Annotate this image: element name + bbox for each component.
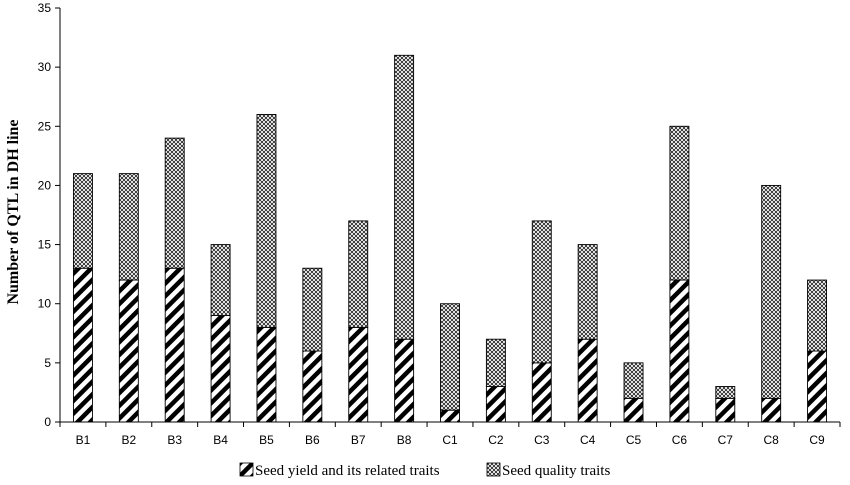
bar-b7-series-2 [348,220,369,328]
x-tick-label-c6: C6 [672,433,688,447]
bar-b1-series-1 [72,267,93,423]
bar-c9-series-2 [807,279,828,352]
x-tick-label-b6: B6 [305,433,320,447]
y-tick-label: 25 [38,119,52,133]
bar-c5-series-1 [623,397,644,423]
bar-c9-series-1 [807,350,828,423]
bar-c3-series-2 [531,220,552,364]
bar-b5-series-2 [256,114,277,328]
x-tick-label-c7: C7 [718,433,734,447]
y-tick-label: 5 [44,356,51,370]
legend-swatch-seed-quality [486,462,501,477]
bar-b3-series-1 [164,267,185,423]
x-tick-label-c9: C9 [809,433,825,447]
bar-c2-series-1 [485,386,506,423]
bar-c4-series-1 [577,338,598,423]
bars-group [72,54,828,423]
y-tick-label: 0 [44,415,51,429]
legend: Seed yield and its related traits Seed q… [239,462,610,479]
y-tick-label: 15 [38,238,52,252]
x-tick-label-b2: B2 [121,433,136,447]
bar-c1-series-2 [440,303,460,411]
bar-c8-series-1 [761,397,782,423]
bar-b3-series-2 [164,137,185,269]
x-tick-label-b1: B1 [76,433,91,447]
y-axis: 0 5 10 15 20 25 30 35 [38,1,60,429]
legend-label-seed-yield: Seed yield and its related traits [255,463,440,479]
bar-b4-series-2 [210,244,231,316]
x-tick-label-c8: C8 [764,433,780,447]
bar-b4-series-1 [210,315,231,423]
x-axis: B1 B2 B3 B4 B5 B6 B7 B8 C1 C2 C3 C4 C5 C6 C7 C8 C9 [59,422,841,447]
bar-b7-series-1 [348,326,369,423]
y-tick-label: 10 [38,297,52,311]
x-tick-label-b7: B7 [351,433,366,447]
bar-b6-series-2 [302,267,323,352]
bar-b8-series-2 [394,54,415,340]
bar-c1-series-1 [440,409,460,423]
bar-b5-series-1 [256,326,277,423]
x-tick-label-c4: C4 [580,433,596,447]
bar-c2-series-2 [485,338,506,387]
bar-c7-series-2 [715,386,736,399]
x-tick-label-c3: C3 [534,433,550,447]
y-tick-label: 30 [38,60,52,74]
bar-c6-series-2 [669,125,690,281]
x-tick-label-b4: B4 [213,433,228,447]
bar-c8-series-2 [761,184,782,399]
legend-label-seed-quality: Seed quality traits [502,463,610,479]
legend-swatch-seed-yield [239,462,254,477]
bar-c6-series-1 [669,279,690,423]
bar-b8-series-1 [394,338,415,423]
y-tick-label: 20 [38,178,52,192]
x-tick-label-c1: C1 [442,433,458,447]
bar-c4-series-2 [577,244,598,340]
y-tick-label: 35 [38,1,52,15]
bar-b2-series-1 [118,279,139,423]
bar-b2-series-2 [118,173,139,281]
x-tick-label-b8: B8 [397,433,412,447]
bar-c3-series-1 [531,362,552,423]
y-axis-title: Number of QTL in DH line [5,119,22,304]
bar-b6-series-1 [302,350,323,423]
bar-c5-series-2 [623,362,644,399]
x-tick-label-c5: C5 [626,433,642,447]
x-tick-label-b3: B3 [167,433,182,447]
bar-b1-series-2 [72,173,93,269]
x-tick-label-c2: C2 [488,433,504,447]
x-tick-label-b5: B5 [259,433,274,447]
bar-c7-series-1 [715,397,736,423]
